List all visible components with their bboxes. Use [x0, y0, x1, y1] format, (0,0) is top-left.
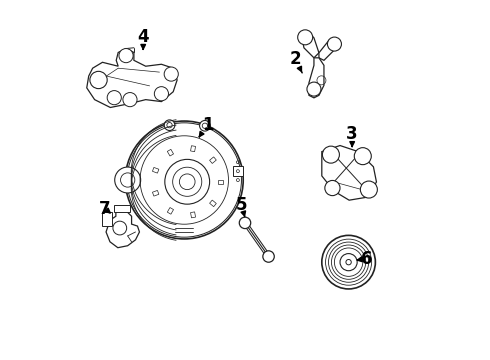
Polygon shape — [106, 210, 140, 248]
Circle shape — [125, 121, 243, 239]
Circle shape — [119, 49, 133, 63]
Polygon shape — [87, 49, 177, 108]
Circle shape — [327, 37, 342, 51]
Circle shape — [346, 260, 351, 265]
Text: 4: 4 — [137, 28, 149, 49]
Text: 5: 5 — [236, 196, 247, 217]
Text: 3: 3 — [346, 125, 358, 146]
Polygon shape — [309, 58, 324, 98]
Text: 1: 1 — [199, 116, 213, 137]
Circle shape — [115, 167, 141, 193]
Circle shape — [123, 93, 137, 107]
Circle shape — [239, 217, 251, 229]
Circle shape — [199, 121, 210, 131]
Circle shape — [113, 221, 127, 235]
FancyBboxPatch shape — [102, 212, 112, 226]
FancyBboxPatch shape — [114, 206, 130, 212]
Circle shape — [322, 235, 375, 289]
Circle shape — [298, 30, 313, 45]
Circle shape — [164, 67, 178, 81]
Polygon shape — [301, 33, 319, 58]
Text: 6: 6 — [357, 249, 372, 267]
Polygon shape — [319, 40, 339, 60]
Circle shape — [165, 159, 210, 204]
Circle shape — [263, 251, 274, 262]
Text: 7: 7 — [99, 199, 111, 217]
Circle shape — [354, 148, 371, 165]
Circle shape — [107, 91, 122, 105]
Circle shape — [322, 146, 340, 163]
Circle shape — [325, 180, 340, 195]
Circle shape — [340, 253, 357, 271]
Polygon shape — [322, 145, 376, 200]
Circle shape — [307, 82, 321, 96]
Circle shape — [154, 87, 169, 101]
Circle shape — [164, 120, 175, 130]
Text: 2: 2 — [289, 50, 302, 73]
Circle shape — [360, 181, 377, 198]
FancyBboxPatch shape — [233, 166, 243, 176]
Circle shape — [90, 71, 107, 89]
